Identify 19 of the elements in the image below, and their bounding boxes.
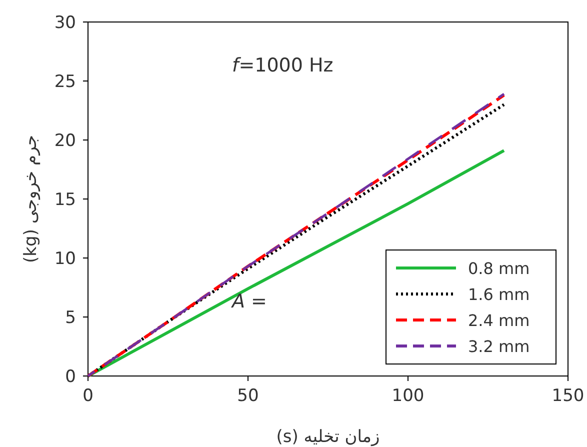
y-tick-label: 25: [54, 72, 76, 92]
annotation: f=1000 Hz: [232, 54, 334, 77]
legend-label: 0.8 mm: [468, 259, 530, 278]
y-axis-title: جرم خروجی (kg): [21, 135, 41, 263]
x-axis-title: زمان تخلیه (s): [276, 427, 380, 447]
y-tick-label: 30: [54, 13, 76, 33]
y-tick-label: 10: [54, 249, 76, 269]
y-tick-label: 0: [65, 367, 76, 387]
legend-label: 1.6 mm: [468, 285, 530, 304]
annotation: A =: [230, 290, 267, 313]
x-tick-label: 0: [82, 386, 94, 406]
legend-label: 2.4 mm: [468, 311, 530, 330]
x-tick-label: 100: [392, 386, 424, 406]
y-tick-label: 20: [54, 131, 76, 151]
legend-label: 3.2 mm: [468, 337, 530, 356]
x-tick-label: 150: [552, 386, 584, 406]
y-tick-label: 5: [65, 308, 76, 328]
x-tick-label: 50: [237, 386, 259, 406]
y-tick-label: 15: [54, 190, 76, 210]
